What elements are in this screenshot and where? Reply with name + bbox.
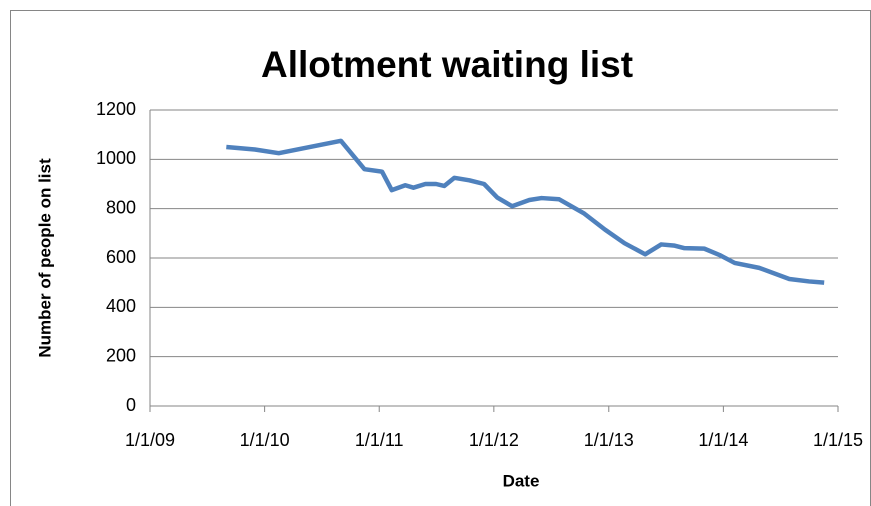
- data-line: [226, 138, 825, 285]
- y-tick-label: 800: [106, 197, 136, 217]
- x-tick-label: 1/1/09: [125, 430, 175, 450]
- y-tick-label: 400: [106, 296, 136, 316]
- y-tick-label: 600: [106, 247, 136, 267]
- chart-title: Allotment waiting list: [261, 44, 633, 85]
- x-tick-label: 1/1/14: [698, 430, 748, 450]
- x-axis-label: Date: [503, 471, 540, 490]
- x-tick-label: 1/1/12: [469, 430, 519, 450]
- y-tick-label: 0: [126, 395, 136, 415]
- y-tick-label: 200: [106, 345, 136, 365]
- y-axis-label: Number of people on list: [35, 158, 54, 358]
- x-tick-label: 1/1/10: [240, 430, 290, 450]
- x-tick-label: 1/1/13: [584, 430, 634, 450]
- y-tick-label: 1000: [96, 148, 136, 168]
- x-tick-label: 1/1/11: [355, 430, 404, 450]
- y-tick-label: 1200: [96, 99, 136, 119]
- x-tick-label: 1/1/15: [813, 430, 863, 450]
